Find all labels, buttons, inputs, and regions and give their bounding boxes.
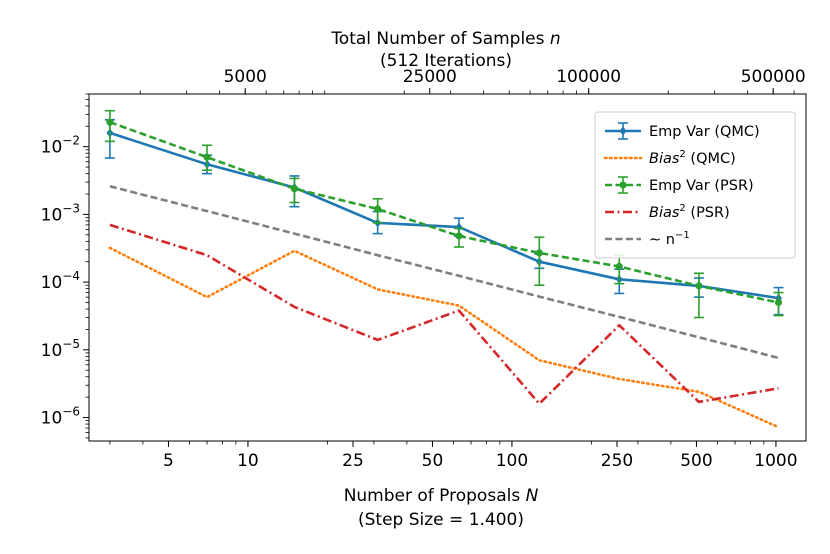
- x-tick-label: 100: [496, 451, 528, 471]
- data-point: [203, 153, 211, 161]
- y-tick-label: 10−5: [41, 337, 80, 361]
- x-tick-label: 250: [601, 451, 633, 471]
- series-emp-var-psr: [104, 109, 784, 319]
- series-bias-2-qmc: [108, 246, 780, 429]
- data-point: [290, 185, 299, 193]
- data-point: [455, 232, 463, 240]
- top-axis-sublabel: (512 Iterations): [380, 51, 512, 71]
- legend-handle-marker: [619, 181, 627, 189]
- y-tick-label: 10−6: [41, 405, 80, 429]
- plot-frame: [88, 93, 807, 442]
- data-point: [374, 205, 382, 213]
- data-point: [455, 222, 463, 232]
- top-tick-label: 500000: [741, 67, 806, 87]
- legend-handles: [603, 122, 643, 241]
- legend-label-emp-var-psr: Emp Var (PSR): [649, 178, 754, 194]
- series-bias-2-psr: [109, 223, 779, 406]
- data-point: [695, 282, 703, 290]
- top-tick-label: 100000: [556, 67, 621, 87]
- x-tick-label: 25: [342, 451, 364, 471]
- y-tick-label: 10−4: [41, 269, 80, 293]
- x-axis-sublabel: (Step Size = 1.400): [358, 510, 524, 530]
- plot-lines: [104, 109, 784, 429]
- x-tick-label: 5: [163, 451, 174, 471]
- y-tick-label: 10−3: [41, 201, 80, 225]
- x-tick-label: 1000: [754, 451, 797, 471]
- top-tick-label: 25000: [403, 67, 457, 87]
- data-point: [774, 298, 783, 307]
- series-line-bias-2-qmc: [108, 246, 780, 429]
- legend-handle-marker: [619, 126, 627, 136]
- ticks: 5 10 25 50 100 250 500 1000 5000 25000 100000 50000…: [41, 67, 806, 471]
- top-axis-label: Total Number of Samples n: [330, 29, 560, 49]
- series-line-n-1: [109, 185, 779, 360]
- legend-box: [594, 111, 796, 259]
- legend: Emp Var (QMC) Bias2 (QMC) Emp Var (PSR) …: [594, 111, 796, 259]
- legend-label-emp-var-qmc: Emp Var (QMC): [649, 124, 760, 140]
- x-tick-label: 500: [680, 451, 712, 471]
- legend-label-n-inverse: ∼ n−1: [649, 230, 690, 248]
- top-tick-label: 5000: [224, 67, 267, 87]
- x-axis-label: Number of Proposals N: [344, 486, 539, 506]
- series-n-1: [109, 185, 779, 360]
- y-tick-label: 10−2: [41, 134, 80, 158]
- legend-label-bias-psr: Bias2 (PSR): [649, 203, 730, 221]
- x-tick-label: 10: [237, 451, 259, 471]
- data-point: [106, 118, 114, 126]
- legend-label-bias-qmc: Bias2 (QMC): [649, 149, 736, 167]
- data-point: [615, 262, 623, 271]
- series-line-bias-2-psr: [109, 223, 779, 406]
- x-tick-label: 50: [422, 451, 444, 471]
- data-point: [535, 249, 543, 257]
